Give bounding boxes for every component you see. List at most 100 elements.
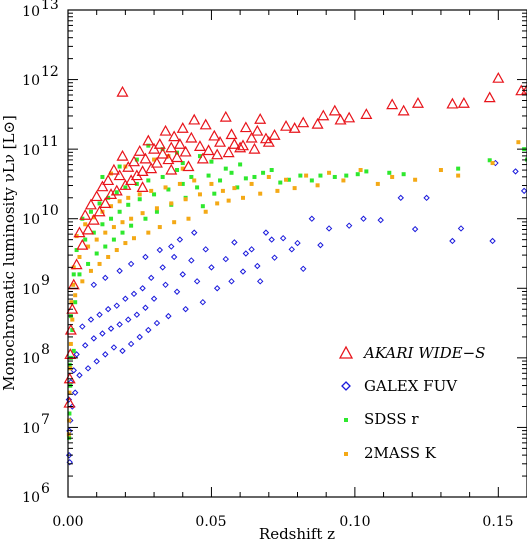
data-point <box>103 244 108 249</box>
data-point <box>327 170 332 175</box>
data-point <box>65 396 73 403</box>
data-point <box>186 216 191 221</box>
data-point <box>67 418 72 423</box>
data-point <box>262 229 270 236</box>
legend-square-marker-sdss <box>344 418 348 422</box>
data-point <box>177 181 182 186</box>
data-point <box>251 124 264 136</box>
data-point <box>268 128 281 140</box>
data-point <box>99 197 112 209</box>
data-point <box>100 174 105 179</box>
data-point <box>117 199 122 204</box>
data-point <box>105 188 118 199</box>
data-point <box>133 144 146 156</box>
y-axis-title: Monochromatic luminosity νLν [L⊙] <box>0 115 18 391</box>
data-point <box>248 142 261 154</box>
data-point <box>106 254 111 259</box>
data-point <box>119 179 132 190</box>
data-point <box>238 162 243 167</box>
data-point <box>176 236 184 243</box>
data-point <box>134 157 139 162</box>
data-point <box>127 340 135 348</box>
data-point <box>88 209 93 214</box>
data-point <box>80 279 85 284</box>
data-point <box>150 295 158 302</box>
data-point <box>70 317 75 322</box>
x-tick-label-3: 0.15 <box>482 514 513 530</box>
data-point <box>146 143 151 148</box>
data-point <box>176 122 189 133</box>
data-point <box>288 246 295 253</box>
svg-text:10: 10 <box>22 282 40 298</box>
data-point <box>67 390 72 395</box>
legend-entry-sdss: SDSS r <box>344 410 419 428</box>
data-point <box>193 140 206 151</box>
svg-text:13: 13 <box>41 0 59 13</box>
data-point <box>413 177 418 182</box>
data-point <box>275 188 280 193</box>
data-point <box>94 237 99 242</box>
data-point <box>239 268 247 275</box>
data-point <box>243 176 248 181</box>
data-point <box>73 226 86 238</box>
y-tick-label-4: 10 10 <box>22 203 59 228</box>
data-point <box>309 178 314 183</box>
data-point <box>76 372 83 379</box>
data-point <box>483 91 496 103</box>
svg-text:10: 10 <box>22 4 40 20</box>
data-point <box>218 178 223 183</box>
data-point <box>457 96 470 108</box>
data-point <box>332 174 337 179</box>
data-point <box>325 225 333 232</box>
data-point <box>90 281 98 289</box>
data-point <box>169 201 174 206</box>
data-point <box>520 187 527 195</box>
data-point <box>189 174 194 179</box>
data-point <box>134 181 139 186</box>
data-point <box>162 153 175 165</box>
data-point <box>268 236 275 243</box>
data-point <box>142 134 155 146</box>
data-point <box>487 158 492 163</box>
data-point <box>175 168 180 173</box>
data-point <box>423 194 430 202</box>
data-point <box>211 148 224 160</box>
data-point <box>520 83 527 95</box>
legend: AKARI WIDE−S GALEX FUV SDSS r 2MASS K <box>338 344 485 462</box>
data-point <box>180 161 185 166</box>
data-point <box>286 177 291 182</box>
data-point <box>446 97 459 109</box>
data-point <box>82 223 95 235</box>
data-point <box>364 169 369 174</box>
y-tick-label-6: 10 12 <box>22 64 59 89</box>
data-point <box>120 220 125 225</box>
data-point <box>512 168 519 175</box>
data-point <box>360 215 367 222</box>
data-point <box>110 344 118 351</box>
data-point <box>142 253 149 261</box>
svg-text:8: 8 <box>41 342 50 358</box>
data-point <box>119 347 126 355</box>
data-point <box>182 160 195 172</box>
data-point <box>113 302 120 309</box>
data-point <box>209 181 214 186</box>
data-point <box>68 341 73 346</box>
data-point <box>212 191 217 196</box>
data-point <box>88 268 93 273</box>
data-point <box>214 135 227 147</box>
legend-triangle-marker <box>338 345 354 359</box>
data-point <box>223 166 228 171</box>
legend-entry-akari: AKARI WIDE−S <box>338 344 485 362</box>
data-point <box>140 211 145 216</box>
data-point <box>109 216 114 221</box>
data-point <box>229 170 234 175</box>
legend-label-akari: AKARI WIDE−S <box>362 344 485 362</box>
data-point <box>219 110 232 122</box>
data-point <box>215 201 220 206</box>
data-point <box>149 188 154 193</box>
data-point <box>386 98 399 110</box>
data-point <box>165 163 178 175</box>
data-point <box>280 119 293 131</box>
data-point <box>63 372 76 384</box>
data-point <box>120 230 125 235</box>
